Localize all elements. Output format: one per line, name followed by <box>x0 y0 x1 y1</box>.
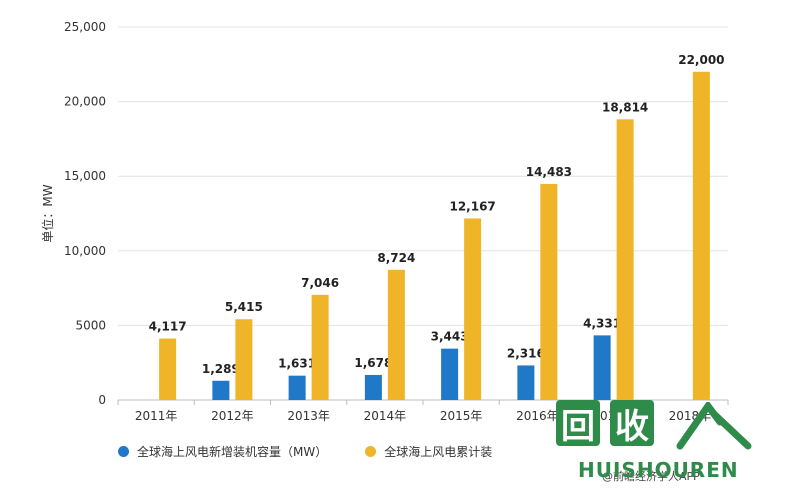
y-tick-label: 15,000 <box>64 169 106 183</box>
bar-cumulative <box>311 294 329 400</box>
data-label: 4,117 <box>149 320 187 334</box>
source-credit: @前瞻经济学人APP <box>602 470 700 483</box>
legend-swatch-orange <box>365 446 377 457</box>
data-label: 1,631 <box>278 357 316 371</box>
legend-item-cumulative: 全球海上风电累计装 <box>365 443 492 460</box>
bar-cumulative <box>540 183 558 400</box>
recycle-figure-icon <box>676 402 752 450</box>
legend-swatch-blue <box>118 446 129 457</box>
data-label: 3,443 <box>431 330 469 344</box>
bar-cumulative <box>159 338 177 400</box>
x-tick-label: 2013年 <box>287 409 330 423</box>
bar-new-capacity <box>288 375 306 400</box>
data-label: 1,289 <box>202 362 240 376</box>
bar-new-capacity <box>517 365 535 400</box>
watermark-glyph-2: 收 <box>610 400 654 447</box>
bar-cumulative <box>387 269 405 400</box>
bar-cumulative <box>235 319 253 400</box>
x-tick-label: 2012年 <box>211 409 254 423</box>
legend-item-new-capacity: 全球海上风电新增装机容量（MW） <box>118 443 327 460</box>
watermark-latin-text: HUISHOUREN <box>578 458 739 482</box>
data-label: 5,415 <box>225 300 263 314</box>
legend-label-new-capacity: 全球海上风电新增装机容量（MW） <box>137 445 328 459</box>
data-label: 8,724 <box>377 251 415 265</box>
legend-label-cumulative: 全球海上风电累计装 <box>384 445 493 459</box>
data-label: 4,331 <box>583 316 621 330</box>
data-label: 12,167 <box>449 199 495 213</box>
x-tick-label: 2014年 <box>364 409 407 423</box>
bar-cumulative <box>464 218 482 400</box>
y-axis-label: 单位：MW <box>40 184 55 242</box>
huishouren-watermark: 回 收 HUISHOUREN <box>556 400 772 492</box>
x-tick-label: 2016年 <box>516 409 559 423</box>
data-label: 7,046 <box>301 276 339 290</box>
y-tick-label: 25,000 <box>64 20 106 34</box>
data-label: 1,678 <box>354 356 392 370</box>
x-tick-label: 2011年 <box>135 409 178 423</box>
watermark-glyph-1: 回 <box>556 400 600 447</box>
bar-new-capacity <box>441 348 459 400</box>
data-label: 22,000 <box>678 53 724 67</box>
data-label: 18,814 <box>602 100 648 114</box>
y-tick-label: 0 <box>98 393 106 407</box>
bar-new-capacity <box>593 335 611 400</box>
y-tick-label: 10,000 <box>64 244 106 258</box>
data-label: 14,483 <box>526 165 572 179</box>
x-tick-label: 2015年 <box>440 409 483 423</box>
bar-new-capacity <box>364 374 382 400</box>
y-tick-label: 20,000 <box>64 95 106 109</box>
chart-legend: 全球海上风电新增装机容量（MW） 全球海上风电累计装 <box>118 443 530 460</box>
bar-cumulative <box>616 119 634 401</box>
bar-new-capacity <box>212 380 230 400</box>
y-tick-label: 5000 <box>75 318 106 332</box>
data-label: 2,316 <box>507 346 545 360</box>
bar-cumulative <box>692 71 710 400</box>
